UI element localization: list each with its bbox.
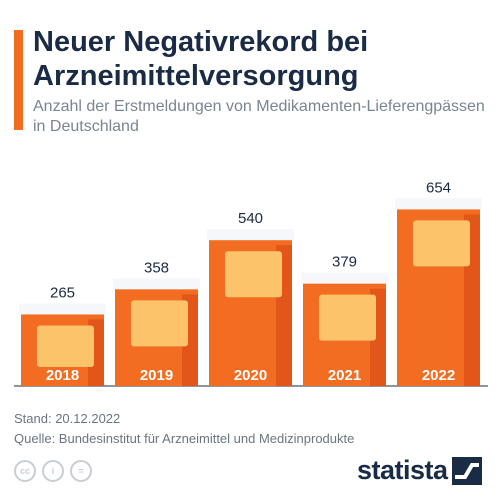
source-block: Stand: 20.12.2022 Quelle: Bundesinstitut… — [14, 409, 354, 449]
bar-label-patch-2021 — [319, 294, 376, 341]
bar-label-patch-2019 — [131, 300, 188, 347]
bar-chart: 265 2018 358 2019 540 2020 379 2021 654 2022 — [14, 179, 488, 387]
bar-label-patch-2018 — [37, 325, 94, 367]
value-label-2021: 379 — [332, 254, 357, 271]
bar-label-patch-2020 — [225, 251, 282, 298]
category-label-2021: 2021 — [328, 367, 361, 384]
statista-mark-icon — [451, 456, 482, 485]
category-label-2020: 2020 — [234, 367, 267, 384]
value-label-2022: 654 — [426, 179, 451, 196]
value-label-2018: 265 — [50, 284, 75, 301]
stand-date: Stand: 20.12.2022 — [14, 411, 121, 426]
chart-subtitle: Anzahl der Erstmeldungen von Medikamente… — [33, 98, 485, 135]
bar-cap-2018 — [19, 303, 106, 315]
source-text: Quelle: Bundesinstitut für Arzneimittel … — [14, 431, 355, 446]
value-label-2019: 358 — [144, 259, 169, 276]
equals-icon[interactable]: = — [70, 460, 92, 482]
cc-icon[interactable]: cc — [14, 460, 36, 482]
category-label-2019: 2019 — [140, 367, 173, 384]
person-icon[interactable]: i — [42, 460, 64, 482]
category-label-2022: 2022 — [422, 367, 455, 384]
license-icons: cc i = — [14, 460, 92, 482]
value-label-2020: 540 — [238, 210, 263, 227]
title-accent-bar — [14, 30, 23, 130]
bar-cap-2019 — [113, 278, 200, 290]
bar-cap-2022 — [395, 198, 482, 210]
chart-title: Neuer Negativrekord bei Arzneimittelvers… — [33, 26, 369, 92]
bar-cap-2020 — [207, 229, 294, 241]
statista-logo[interactable]: statista — [357, 455, 482, 486]
logo-text: statista — [357, 455, 448, 485]
bar-label-patch-2022 — [413, 220, 470, 267]
category-label-2018: 2018 — [46, 367, 79, 384]
bar-cap-2021 — [301, 272, 388, 284]
